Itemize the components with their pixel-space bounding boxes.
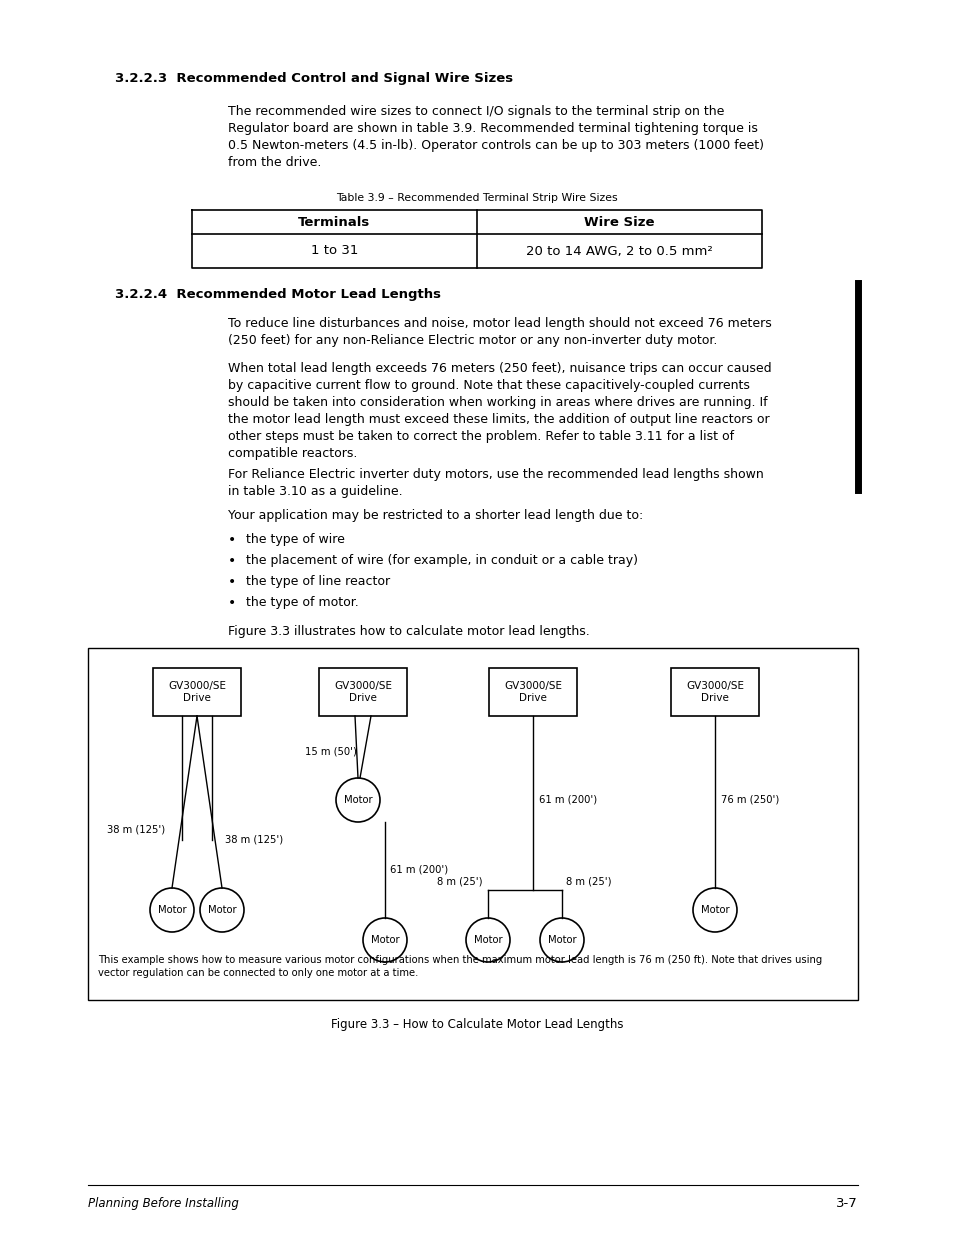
- Text: Terminals: Terminals: [298, 215, 370, 228]
- Text: GV3000/SE
Drive: GV3000/SE Drive: [168, 680, 226, 703]
- Text: 38 m (125'): 38 m (125'): [107, 825, 165, 835]
- Circle shape: [363, 918, 407, 962]
- Text: 20 to 14 AWG, 2 to 0.5 mm²: 20 to 14 AWG, 2 to 0.5 mm²: [525, 245, 712, 258]
- Circle shape: [692, 888, 737, 932]
- Text: the type of motor.: the type of motor.: [246, 597, 358, 609]
- Text: Wire Size: Wire Size: [583, 215, 654, 228]
- Circle shape: [200, 888, 244, 932]
- Text: the type of line reactor: the type of line reactor: [246, 576, 390, 588]
- Text: 76 m (250'): 76 m (250'): [720, 795, 779, 805]
- Text: 3.2.2.4  Recommended Motor Lead Lengths: 3.2.2.4 Recommended Motor Lead Lengths: [115, 288, 440, 301]
- Text: Planning Before Installing: Planning Before Installing: [88, 1197, 238, 1210]
- Circle shape: [465, 918, 510, 962]
- Text: 61 m (200'): 61 m (200'): [538, 795, 597, 805]
- Text: •: •: [228, 576, 236, 589]
- Text: 3-7: 3-7: [836, 1197, 857, 1210]
- Text: Motor: Motor: [208, 905, 236, 915]
- Text: Motor: Motor: [547, 935, 576, 945]
- Text: GV3000/SE
Drive: GV3000/SE Drive: [503, 680, 561, 703]
- Circle shape: [539, 918, 583, 962]
- Text: 61 m (200'): 61 m (200'): [390, 864, 448, 876]
- Circle shape: [150, 888, 193, 932]
- Text: Figure 3.3 illustrates how to calculate motor lead lengths.: Figure 3.3 illustrates how to calculate …: [228, 625, 589, 638]
- Text: Motor: Motor: [157, 905, 186, 915]
- Text: The recommended wire sizes to connect I/O signals to the terminal strip on the
R: The recommended wire sizes to connect I/…: [228, 105, 763, 169]
- Text: GV3000/SE
Drive: GV3000/SE Drive: [685, 680, 743, 703]
- Text: 38 m (125'): 38 m (125'): [225, 835, 283, 845]
- Text: GV3000/SE
Drive: GV3000/SE Drive: [334, 680, 392, 703]
- Text: 8 m (25'): 8 m (25'): [436, 877, 482, 887]
- Text: the placement of wire (for example, in conduit or a cable tray): the placement of wire (for example, in c…: [246, 555, 638, 567]
- Text: •: •: [228, 555, 236, 568]
- Circle shape: [335, 778, 379, 823]
- Text: For Reliance Electric inverter duty motors, use the recommended lead lengths sho: For Reliance Electric inverter duty moto…: [228, 468, 763, 498]
- Bar: [489, 668, 577, 716]
- Text: the type of wire: the type of wire: [246, 534, 345, 546]
- Text: •: •: [228, 597, 236, 610]
- Bar: [152, 668, 241, 716]
- Text: 15 m (50'): 15 m (50'): [305, 747, 356, 757]
- Text: 1 to 31: 1 to 31: [311, 245, 357, 258]
- Bar: [88, 648, 857, 1000]
- Text: Table 3.9 – Recommended Terminal Strip Wire Sizes: Table 3.9 – Recommended Terminal Strip W…: [335, 193, 618, 203]
- Text: •: •: [228, 534, 236, 547]
- Text: This example shows how to measure various motor configurations when the maximum : This example shows how to measure variou…: [98, 955, 821, 978]
- Text: Figure 3.3 – How to Calculate Motor Lead Lengths: Figure 3.3 – How to Calculate Motor Lead…: [331, 1018, 622, 1031]
- Bar: [318, 668, 407, 716]
- Bar: [670, 668, 759, 716]
- Text: Motor: Motor: [343, 795, 372, 805]
- Text: When total lead length exceeds 76 meters (250 feet), nuisance trips can occur ca: When total lead length exceeds 76 meters…: [228, 362, 771, 459]
- Text: Motor: Motor: [371, 935, 399, 945]
- Text: To reduce line disturbances and noise, motor lead length should not exceed 76 me: To reduce line disturbances and noise, m…: [228, 317, 771, 347]
- Text: 3.2.2.3  Recommended Control and Signal Wire Sizes: 3.2.2.3 Recommended Control and Signal W…: [115, 72, 513, 85]
- Text: 8 m (25'): 8 m (25'): [565, 877, 611, 887]
- Text: Motor: Motor: [474, 935, 502, 945]
- Text: Motor: Motor: [700, 905, 728, 915]
- Text: Your application may be restricted to a shorter lead length due to:: Your application may be restricted to a …: [228, 509, 642, 522]
